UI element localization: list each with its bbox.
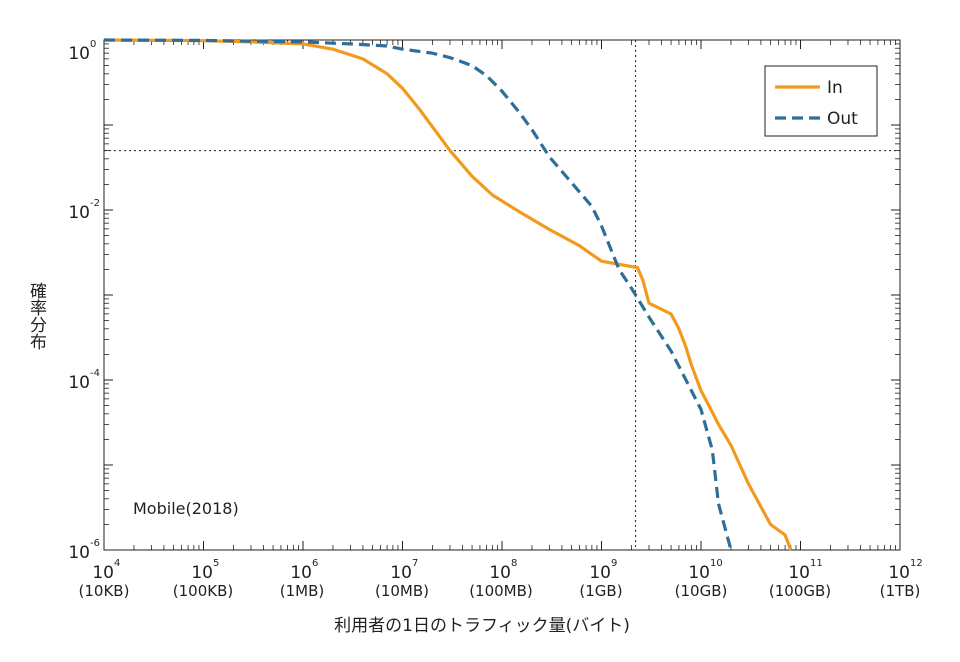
svg-text:(1GB): (1GB)	[579, 582, 622, 600]
svg-text:10: 10	[68, 543, 90, 563]
y-tick-label-6: 10 -6	[68, 538, 100, 563]
svg-text:10: 10	[92, 563, 114, 583]
svg-text:(100MB): (100MB)	[469, 582, 533, 600]
x-tick-label-10: 10 10 (10GB)	[675, 558, 728, 600]
svg-text:10: 10	[290, 563, 312, 583]
svg-text:10: 10	[191, 563, 213, 583]
x-tick-label-5: 10 5 (100KB)	[173, 558, 233, 600]
svg-text:10: 10	[589, 563, 611, 583]
series-line-in	[103, 38, 793, 551]
svg-text:-2: -2	[90, 198, 100, 209]
y-tick-label-4: 10 -4	[68, 368, 100, 393]
y-axis-title: 確率分布	[26, 282, 47, 350]
svg-text:11: 11	[810, 558, 823, 569]
svg-text:9: 9	[611, 558, 617, 569]
x-tick-label-9: 10 9 (1GB)	[579, 558, 622, 600]
svg-text:10: 10	[489, 563, 511, 583]
svg-text:(100GB): (100GB)	[769, 582, 831, 600]
svg-text:(100KB): (100KB)	[173, 582, 233, 600]
svg-text:10: 10	[68, 373, 90, 393]
svg-text:12: 12	[910, 558, 923, 569]
svg-text:-4: -4	[90, 368, 100, 379]
svg-text:5: 5	[213, 558, 219, 569]
svg-text:(10MB): (10MB)	[375, 582, 429, 600]
legend-label-in: In	[827, 78, 843, 98]
svg-text:8: 8	[511, 558, 517, 569]
x-tick-label-4: 10 4 (10KB)	[79, 558, 130, 600]
svg-text:-6: -6	[90, 538, 100, 549]
svg-text:0: 0	[90, 39, 96, 50]
svg-text:10: 10	[688, 563, 710, 583]
x-tick-label-7: 10 7 (10MB)	[375, 558, 429, 600]
svg-text:(10KB): (10KB)	[79, 582, 130, 600]
legend-box	[764, 65, 878, 137]
svg-text:(1TB): (1TB)	[880, 582, 921, 600]
legend: In Out	[764, 65, 878, 137]
svg-text:4: 4	[114, 558, 120, 569]
svg-text:6: 6	[312, 558, 318, 569]
x-tick-label-8: 10 8 (100MB)	[469, 558, 533, 600]
svg-text:10: 10	[68, 44, 90, 64]
svg-text:10: 10	[710, 558, 723, 569]
legend-label-out: Out	[827, 109, 858, 129]
x-tick-label-11: 10 11 (100GB)	[769, 558, 831, 600]
svg-text:10: 10	[390, 563, 412, 583]
x-tick-label-12: 10 12 (1TB)	[880, 558, 923, 600]
svg-text:(1MB): (1MB)	[280, 582, 324, 600]
svg-text:10: 10	[788, 563, 810, 583]
series-line-out	[103, 38, 733, 551]
y-tick-label-2: 10 -2	[68, 198, 100, 223]
x-tick-label-6: 10 6 (1MB)	[280, 558, 324, 600]
y-tick-label-0: 10 0	[68, 39, 96, 64]
svg-text:7: 7	[412, 558, 418, 569]
dataset-annotation: Mobile(2018)	[133, 499, 239, 518]
svg-text:10: 10	[888, 563, 910, 583]
x-axis-title: 利用者の1日のトラフィック量(バイト)	[334, 616, 630, 636]
svg-text:10: 10	[68, 203, 90, 223]
svg-text:(10GB): (10GB)	[675, 582, 728, 600]
